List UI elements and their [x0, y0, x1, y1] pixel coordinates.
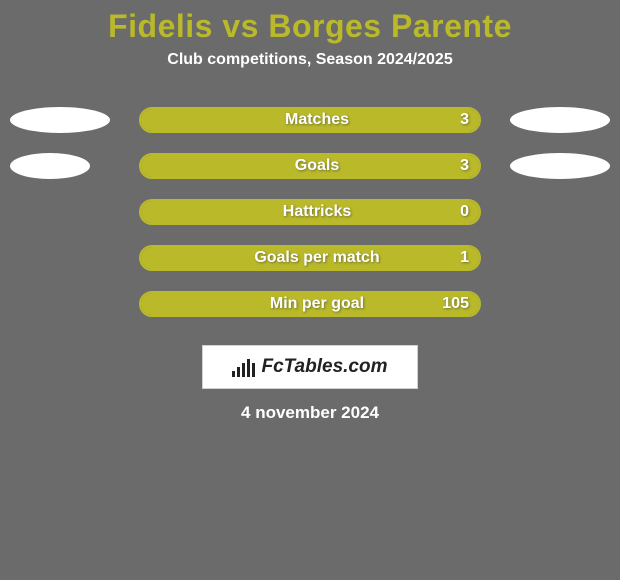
bar-chart-icon [232, 357, 255, 377]
canvas: Fidelis vs Borges Parente Club competiti… [0, 0, 620, 580]
ellipse-left [10, 153, 90, 179]
stat-row-matches: Matches 3 [0, 97, 620, 143]
stat-label: Min per goal [270, 295, 364, 313]
stat-label: Goals [295, 157, 339, 175]
ellipse-left [10, 107, 110, 133]
stat-label: Matches [285, 111, 349, 129]
bar-track: Goals per match 1 [139, 245, 481, 271]
stat-value: 3 [460, 111, 469, 129]
page-title: Fidelis vs Borges Parente [0, 0, 620, 45]
ellipse-right [510, 107, 610, 133]
bar-track: Matches 3 [139, 107, 481, 133]
stat-value: 105 [442, 295, 469, 313]
stat-value: 1 [460, 249, 469, 267]
stat-row-goals-per-match: Goals per match 1 [0, 235, 620, 281]
bar-track: Hattricks 0 [139, 199, 481, 225]
stat-value: 3 [460, 157, 469, 175]
stat-label: Goals per match [254, 249, 379, 267]
subtitle: Club competitions, Season 2024/2025 [0, 51, 620, 69]
ellipse-right [510, 153, 610, 179]
stats-area: Matches 3 Goals 3 Hattricks 0 [0, 97, 620, 327]
stat-row-hattricks: Hattricks 0 [0, 189, 620, 235]
stat-row-goals: Goals 3 [0, 143, 620, 189]
bar-track: Goals 3 [139, 153, 481, 179]
date-label: 4 november 2024 [0, 403, 620, 423]
bar-track: Min per goal 105 [139, 291, 481, 317]
logo-box[interactable]: FcTables.com [202, 345, 418, 389]
stat-row-min-per-goal: Min per goal 105 [0, 281, 620, 327]
logo-text: FcTables.com [261, 356, 387, 378]
stat-value: 0 [460, 203, 469, 221]
stat-label: Hattricks [283, 203, 351, 221]
